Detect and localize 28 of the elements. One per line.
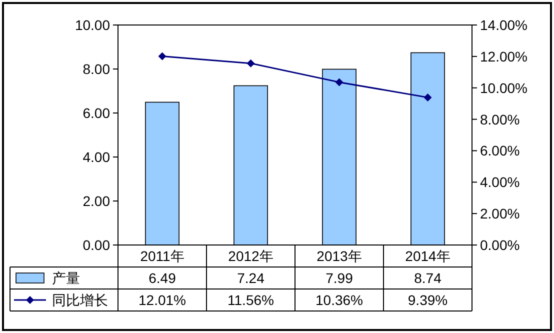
y2-tick-label: 8.00% (480, 111, 520, 128)
y-tick-label: 4.00 (82, 149, 110, 165)
y-tick-label: 8.00 (82, 61, 110, 77)
y2-tick-label: 6.00% (480, 142, 520, 159)
y2-tick-label: 0.00% (480, 237, 520, 253)
data-label: 11.56% (228, 292, 274, 308)
data-label: 12.01% (138, 292, 186, 308)
y2-tick-label: 2.00% (480, 206, 520, 222)
y-tick-label: 2.00 (82, 193, 110, 209)
y2-tick-label: 12.00% (480, 48, 528, 64)
y2-tick-label: 14.00% (480, 17, 528, 33)
x-tick-label: 2014年 (405, 248, 450, 264)
data-label: 9.39% (408, 292, 448, 308)
y-tick-label: 0.00 (82, 237, 110, 253)
legend-label: 同比增长 (52, 292, 108, 308)
x-tick-label: 2013年 (316, 248, 362, 264)
data-label: 7.24 (237, 270, 265, 286)
legend-label: 产量 (52, 270, 80, 286)
data-label: 10.36% (316, 292, 363, 308)
y2-tick-label: 10.00% (480, 80, 528, 96)
data-label: 7.99 (326, 270, 354, 286)
data-label: 6.49 (148, 270, 176, 286)
y2-tick-label: 4.00% (480, 174, 520, 190)
data-label: 8.74 (414, 270, 442, 286)
y-tick-label: 10.00 (74, 17, 110, 33)
y-tick-label: 6.00 (82, 105, 110, 121)
x-tick-label: 2011年 (140, 248, 184, 264)
x-tick-label: 2012年 (228, 248, 274, 264)
